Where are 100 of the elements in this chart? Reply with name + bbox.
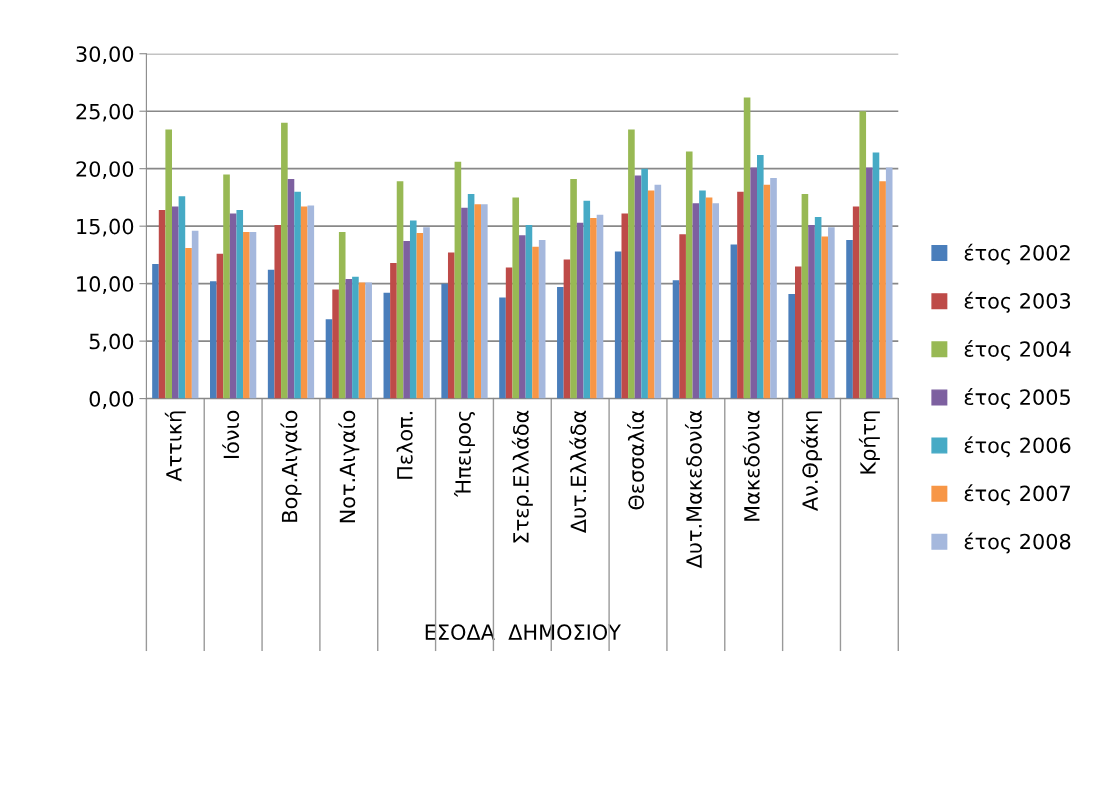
bar — [634, 175, 642, 399]
x-tick-label: Ιόνιο — [222, 410, 240, 458]
bar — [409, 220, 417, 399]
bar — [590, 218, 597, 399]
bar — [294, 191, 301, 399]
y-tick-label: 5,00 — [89, 333, 134, 352]
bar — [532, 246, 539, 399]
legend-label: έτος 2006 — [964, 436, 1071, 458]
bar — [481, 204, 488, 399]
bar — [801, 193, 809, 399]
bar — [641, 168, 648, 399]
x-axis-title: ΕΣΟΔΑ ΔΗΜΟΣΙΟΥ — [425, 624, 621, 641]
bar — [287, 179, 295, 399]
bar — [557, 287, 564, 399]
x-tick-label: Νοτ.Αιγαίο — [338, 410, 360, 523]
x-tick-label: Βορ.Αιγαίο — [280, 410, 302, 522]
bar — [178, 196, 186, 399]
legend-label: έτος 2004 — [964, 339, 1071, 361]
bar — [679, 234, 686, 399]
bar — [499, 297, 506, 399]
bar — [243, 231, 250, 399]
bar — [647, 190, 655, 399]
legend-label: έτος 2003 — [964, 291, 1071, 313]
bar — [358, 282, 366, 399]
bar — [866, 167, 873, 399]
bar — [416, 233, 424, 399]
x-tick-label: Πελοπ. — [396, 411, 413, 479]
bar — [158, 210, 166, 399]
x-tick-label: Μακεδόνια — [742, 410, 760, 521]
bar — [307, 205, 315, 399]
bar — [447, 252, 455, 399]
bar — [672, 280, 680, 399]
bar — [383, 292, 391, 399]
bar — [770, 177, 777, 399]
x-tick-label: Δυτ.Μακεδονία — [684, 410, 702, 569]
bar — [332, 289, 339, 399]
bar — [474, 204, 482, 399]
bar — [763, 184, 771, 399]
bar — [654, 184, 662, 399]
bar — [229, 213, 237, 399]
bar — [325, 319, 333, 399]
x-tick-label: Αττική — [164, 411, 186, 482]
bar — [185, 248, 192, 399]
x-tick-label: Στερ.Ελλάδα — [511, 410, 533, 543]
bar — [885, 167, 893, 399]
x-tick-label: Αν.Θράκη — [801, 411, 823, 511]
bar — [757, 154, 764, 399]
bar — [699, 190, 706, 399]
bar — [712, 203, 719, 399]
bar — [821, 236, 829, 399]
bar — [519, 235, 526, 399]
bar — [352, 276, 359, 399]
bar — [808, 225, 815, 399]
y-tick-label: 20,00 — [76, 161, 134, 180]
bar — [512, 197, 520, 399]
bar — [223, 174, 230, 399]
bar — [172, 206, 179, 399]
y-tick-label: 25,00 — [76, 103, 134, 122]
bar — [705, 197, 713, 399]
bar — [365, 282, 372, 399]
y-tick-label: 15,00 — [77, 218, 134, 237]
bar — [152, 264, 159, 399]
bar — [583, 200, 591, 399]
legend-label: έτος 2007 — [964, 484, 1070, 506]
y-tick-label: 0,00 — [89, 391, 134, 409]
bar — [570, 179, 577, 399]
x-tick-label: Κρήτη — [858, 411, 880, 474]
bar — [596, 214, 604, 399]
bar — [300, 206, 308, 399]
bar — [505, 267, 513, 399]
bar — [538, 239, 546, 399]
bar — [828, 227, 835, 399]
bar — [281, 122, 288, 399]
bar — [249, 231, 257, 399]
bar — [345, 279, 353, 399]
bar — [191, 230, 199, 399]
bar — [614, 251, 622, 399]
bar — [454, 161, 462, 399]
bar — [859, 111, 867, 399]
bar — [576, 222, 584, 399]
bar — [441, 283, 448, 399]
bar — [795, 266, 802, 399]
x-tick-label: Δυτ.Ελλάδα — [569, 410, 587, 534]
bar — [852, 206, 860, 399]
legend-label: έτος 2005 — [964, 388, 1070, 410]
bar — [621, 213, 629, 399]
bar — [236, 210, 244, 399]
bar — [525, 225, 533, 399]
bar — [210, 281, 217, 399]
bar — [467, 193, 475, 399]
bar — [692, 203, 700, 399]
y-tick-label: 30,00 — [76, 46, 134, 65]
bar — [165, 129, 172, 399]
bar — [788, 293, 796, 399]
bar — [743, 97, 751, 399]
x-tick-label: Θεσσαλία — [627, 410, 645, 510]
bar — [396, 181, 404, 399]
bar — [628, 129, 635, 399]
legend-label: έτος 2002 — [964, 243, 1070, 265]
bar — [685, 151, 693, 399]
